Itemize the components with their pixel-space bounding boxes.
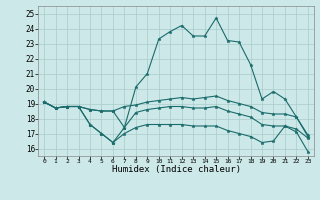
X-axis label: Humidex (Indice chaleur): Humidex (Indice chaleur) — [111, 165, 241, 174]
